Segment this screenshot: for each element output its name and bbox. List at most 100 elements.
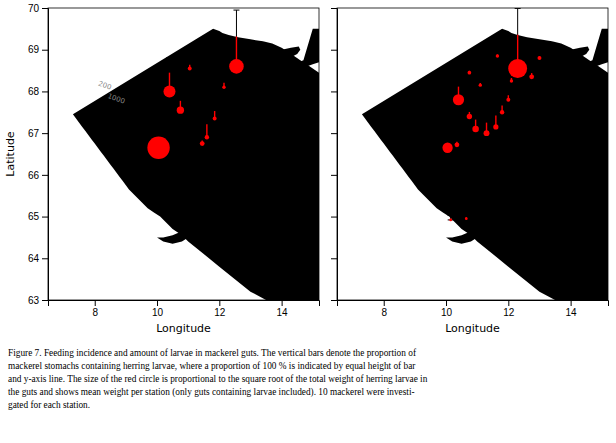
x-tick-label: 14 <box>566 307 578 318</box>
y-tick: 64 <box>28 253 48 264</box>
y-tick-mark <box>42 91 48 92</box>
land <box>157 229 194 244</box>
y-tick-label: 69 <box>28 44 40 55</box>
station <box>188 67 192 71</box>
x-tick: 10 <box>152 300 164 318</box>
plot-background <box>337 8 608 300</box>
caption: Figure 7. Feeding incidence and amount o… <box>8 348 428 410</box>
y-axis-line <box>42 9 49 301</box>
station <box>222 86 225 89</box>
plot-frame <box>337 8 608 300</box>
plot-frame <box>48 8 319 300</box>
y-tick-mark <box>331 175 337 176</box>
land <box>561 46 589 59</box>
station <box>493 124 498 129</box>
y-tick-mark <box>331 258 337 259</box>
land <box>272 46 300 59</box>
x-tick: 12 <box>214 300 226 318</box>
x-tick-mark <box>219 300 220 306</box>
y-tick-mark <box>42 217 48 218</box>
x-tick: 12 <box>503 300 515 318</box>
station <box>484 130 490 136</box>
station <box>510 79 513 82</box>
x-tick-label: 8 <box>381 307 387 318</box>
station <box>529 74 534 79</box>
station <box>465 217 468 220</box>
x-tick: 10 <box>441 300 453 318</box>
station <box>500 110 504 114</box>
figure: 200100081012146364656667686970LongitudeL… <box>0 0 616 443</box>
y-tick <box>331 8 337 9</box>
station <box>472 126 479 133</box>
land <box>73 29 319 300</box>
y-tick: 65 <box>28 211 48 222</box>
station <box>468 71 472 75</box>
y-tick-mark <box>42 8 48 9</box>
x-tick-label: 10 <box>441 307 453 318</box>
y-tick <box>331 258 337 259</box>
y-tick-mark <box>331 91 337 92</box>
land <box>446 229 483 244</box>
x-axis-title: Longitude <box>156 322 211 335</box>
panel: 200100081012146364656667686970LongitudeL… <box>4 3 320 335</box>
y-tick <box>331 175 337 176</box>
x-tick-label: 12 <box>503 307 515 318</box>
land <box>519 84 527 92</box>
y-tick: 66 <box>28 170 48 181</box>
y-tick-mark <box>42 258 48 259</box>
caption-line: and y-axis line. The size of the red cir… <box>8 374 428 384</box>
land <box>288 29 319 69</box>
x-tick-mark <box>571 300 572 306</box>
x-tick-mark <box>446 300 447 306</box>
x-tick: 8 <box>381 300 387 318</box>
x-tick-mark <box>508 300 509 306</box>
y-axis-line <box>331 9 338 301</box>
caption-line: gated for each station. <box>8 400 90 410</box>
y-tick-label: 64 <box>28 253 40 264</box>
station <box>508 59 527 78</box>
y-tick <box>331 133 337 134</box>
x-tick-label: 12 <box>214 307 226 318</box>
bar-total <box>233 10 239 66</box>
y-tick-label: 68 <box>28 86 40 97</box>
y-axis: 6364656667686970 <box>28 3 49 306</box>
x-axis: 8101214 <box>49 300 320 318</box>
y-tick <box>331 300 337 301</box>
station <box>538 56 542 60</box>
contour-label: 200 <box>97 80 112 92</box>
y-tick-mark <box>42 133 48 134</box>
land <box>577 29 608 69</box>
x-tick-mark <box>157 300 158 306</box>
x-tick-mark <box>384 300 385 306</box>
plot-area <box>362 8 608 300</box>
station <box>453 94 464 105</box>
y-tick: 70 <box>28 3 48 14</box>
station <box>229 59 244 74</box>
plot-background <box>48 8 319 300</box>
x-tick-label: 8 <box>92 307 98 318</box>
y-tick <box>331 91 337 92</box>
x-axis: 8 10 12 14 <box>338 300 609 318</box>
y-tick-mark <box>331 8 337 9</box>
station <box>455 142 460 147</box>
station <box>147 137 169 159</box>
x-tick: 14 <box>566 300 578 318</box>
y-tick-mark <box>331 133 337 134</box>
y-axis-title: Latitude <box>4 131 17 177</box>
panel: 8101214Longitude <box>331 8 609 335</box>
x-tick-mark <box>282 300 283 306</box>
y-tick <box>331 50 337 51</box>
x-axis-line <box>49 301 320 307</box>
y-tick: 67 <box>28 128 48 139</box>
y-tick-label: 65 <box>28 211 40 222</box>
station <box>479 83 482 86</box>
caption-line: mackerel stomachs containing herring lar… <box>8 361 416 371</box>
y-tick-mark <box>331 50 337 51</box>
station <box>213 117 217 121</box>
land <box>230 84 238 92</box>
station <box>205 135 209 139</box>
y-tick-label: 70 <box>28 3 40 14</box>
station <box>467 114 472 119</box>
x-tick: 8 <box>92 300 98 318</box>
bar-total <box>212 102 218 119</box>
